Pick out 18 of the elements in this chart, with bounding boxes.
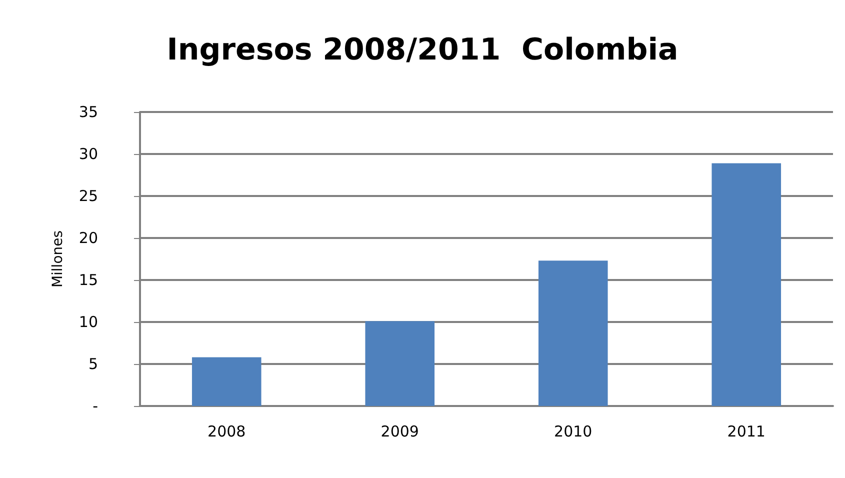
y-tick-label: 35 bbox=[78, 103, 98, 121]
y-tick-label: 20 bbox=[78, 229, 98, 247]
chart-title: Ingresos 2008/2011 Colombia bbox=[166, 32, 678, 68]
y-tick-label: 25 bbox=[78, 187, 98, 205]
y-axis-title: Millones bbox=[50, 230, 66, 288]
y-tick-label: 10 bbox=[78, 313, 98, 331]
x-tick-label: 2011 bbox=[727, 422, 766, 440]
y-tick-label: 30 bbox=[78, 145, 98, 163]
y-tick-label: - bbox=[92, 397, 98, 415]
x-tick-label: 2009 bbox=[380, 422, 419, 440]
bar bbox=[365, 321, 435, 406]
bar bbox=[538, 260, 608, 406]
bar bbox=[192, 357, 262, 406]
x-tick-label: 2008 bbox=[208, 422, 246, 440]
x-tick-label: 2010 bbox=[554, 422, 592, 440]
y-tick-label: 5 bbox=[88, 355, 98, 373]
bar bbox=[712, 163, 782, 406]
y-tick-label: 15 bbox=[78, 271, 98, 289]
